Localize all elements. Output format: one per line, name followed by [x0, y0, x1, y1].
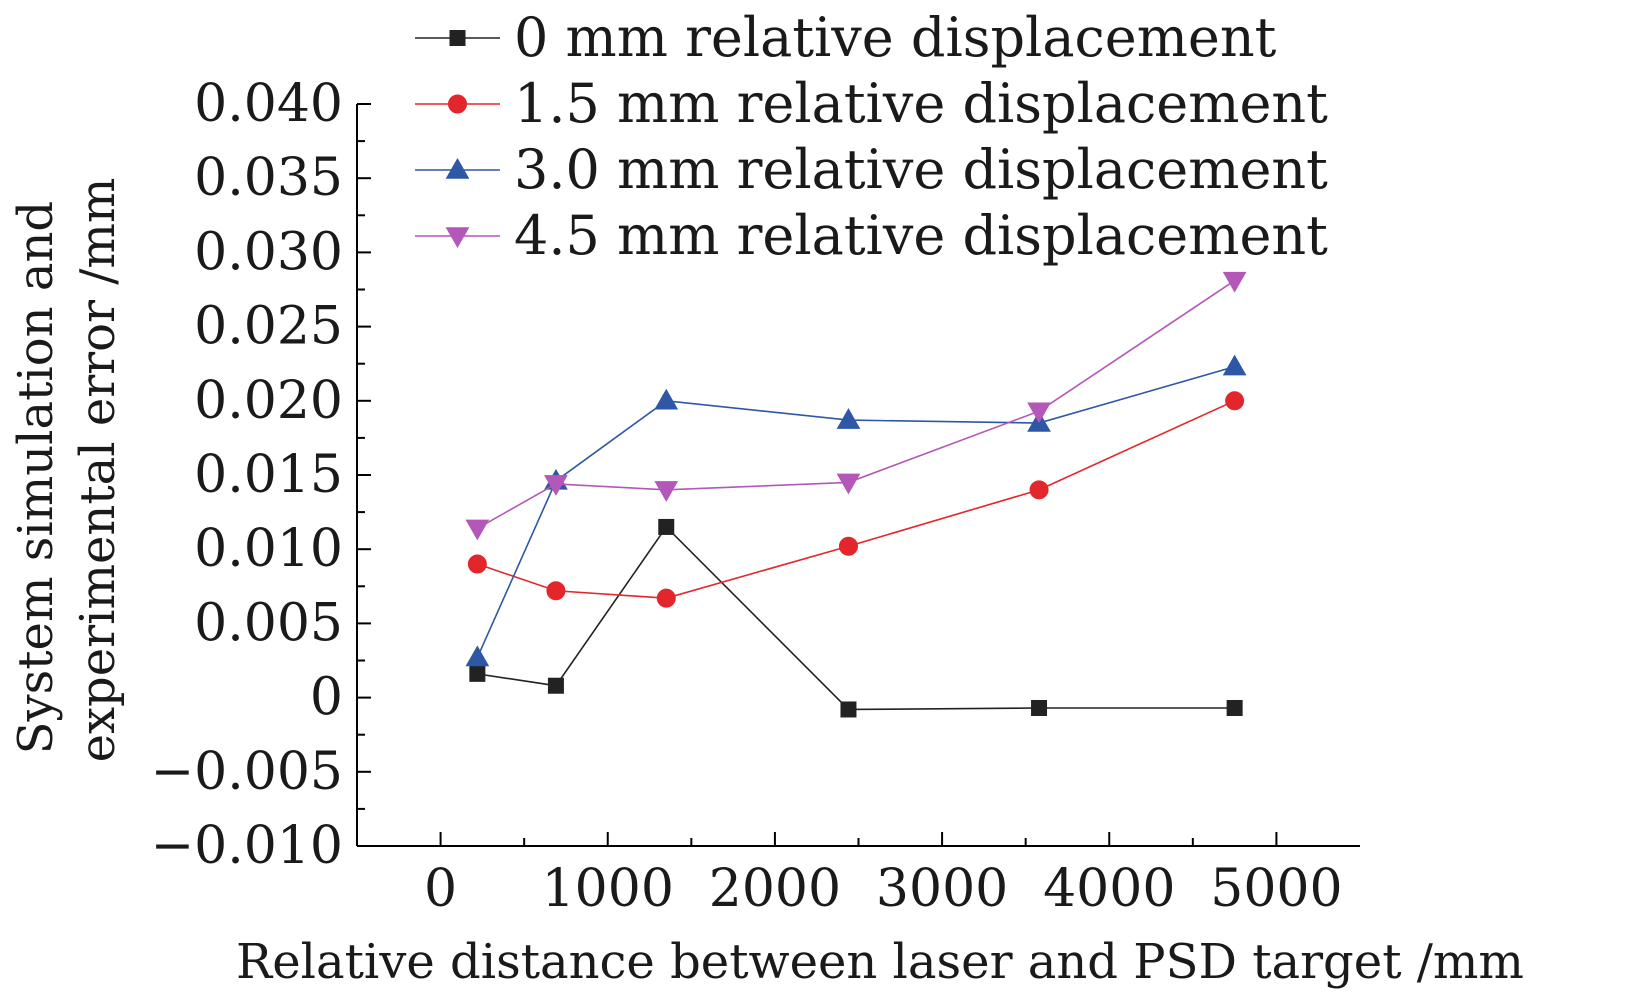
data-point — [836, 473, 861, 495]
series-3 — [465, 271, 1247, 541]
data-point — [1029, 480, 1049, 500]
series-line — [477, 400, 1235, 599]
data-point — [836, 408, 861, 429]
legend-item: 1.5 mm relative displacement — [415, 72, 1328, 135]
x-tick-label: 3000 — [876, 859, 1008, 919]
data-point — [838, 536, 858, 556]
legend-item: 3.0 mm relative displacement — [415, 138, 1328, 201]
legend-marker — [448, 94, 467, 114]
data-point — [1226, 699, 1243, 716]
data-point — [465, 645, 490, 667]
y-tick-label: −0.010 — [151, 816, 343, 876]
x-tick-label: 2000 — [709, 859, 841, 919]
y-tick-label: 0 — [310, 668, 343, 728]
x-tick-label: 4000 — [1043, 859, 1175, 919]
y-tick-label: 0.040 — [194, 74, 343, 134]
data-point — [465, 519, 490, 541]
x-tick-label: 0 — [424, 859, 457, 919]
x-axis-title: Relative distance between laser and PSD … — [236, 934, 1524, 990]
y-tick-label: −0.005 — [151, 742, 343, 802]
legend-label: 1.5 mm relative displacement — [514, 72, 1328, 135]
y-tick-label: 0.005 — [194, 593, 343, 653]
series-line — [477, 525, 1235, 711]
data-point — [658, 518, 675, 535]
data-point — [1027, 402, 1051, 424]
data-point — [546, 581, 566, 601]
y-tick-label: 0.020 — [194, 371, 343, 431]
series-line — [476, 279, 1236, 530]
data-point — [1222, 354, 1247, 376]
legend-marker — [445, 157, 470, 179]
data-point — [1031, 699, 1048, 716]
y-axis-title: System simulation and experimental error… — [8, 178, 126, 763]
series-layer — [465, 271, 1247, 718]
legend-item: 4.5 mm relative displacement — [415, 204, 1328, 267]
y-tick-label: 0.030 — [194, 222, 343, 282]
series-line — [476, 365, 1235, 658]
legend-label: 4.5 mm relative displacement — [514, 204, 1328, 267]
y-tick-label: 0.015 — [194, 445, 343, 505]
y-tick-label: 0.025 — [194, 297, 343, 357]
data-point — [840, 701, 857, 718]
y-tick-label: 0.035 — [194, 148, 343, 208]
legend-marker — [449, 30, 466, 46]
series-2 — [465, 354, 1247, 667]
legend-label: 3.0 mm relative displacement — [514, 138, 1328, 201]
x-axis-ticks: 0 1000 2000 3000 4000 5000 — [424, 832, 1343, 919]
y-axis-ticks: −0.010 −0.005 0 0.005 0.010 0.015 0.020 0.025 0.… — [151, 74, 371, 876]
data-point — [469, 665, 486, 682]
data-point — [654, 481, 679, 502]
data-point — [547, 677, 564, 694]
y-tick-label: 0.010 — [194, 519, 343, 579]
legend-label: 0 mm relative displacement — [514, 6, 1277, 69]
x-tick-label: 1000 — [542, 859, 674, 919]
y-axis-title-line-2: experimental error /mm — [70, 178, 126, 763]
data-point — [544, 475, 568, 496]
legend-marker — [445, 227, 470, 249]
data-point — [467, 554, 487, 574]
x-tick-label: 5000 — [1210, 859, 1342, 919]
data-point — [1225, 391, 1245, 411]
series-1 — [467, 391, 1245, 608]
y-axis-title-line-1: System simulation and — [8, 201, 64, 754]
plot-area: 0 1000 2000 3000 4000 5000 −0.010 −0.005 0 0.005… — [151, 74, 1360, 919]
legend-item: 0 mm relative displacement — [415, 6, 1277, 69]
data-point — [1222, 271, 1247, 293]
data-point — [654, 388, 679, 410]
series-0 — [469, 518, 1243, 718]
data-point — [656, 588, 676, 608]
